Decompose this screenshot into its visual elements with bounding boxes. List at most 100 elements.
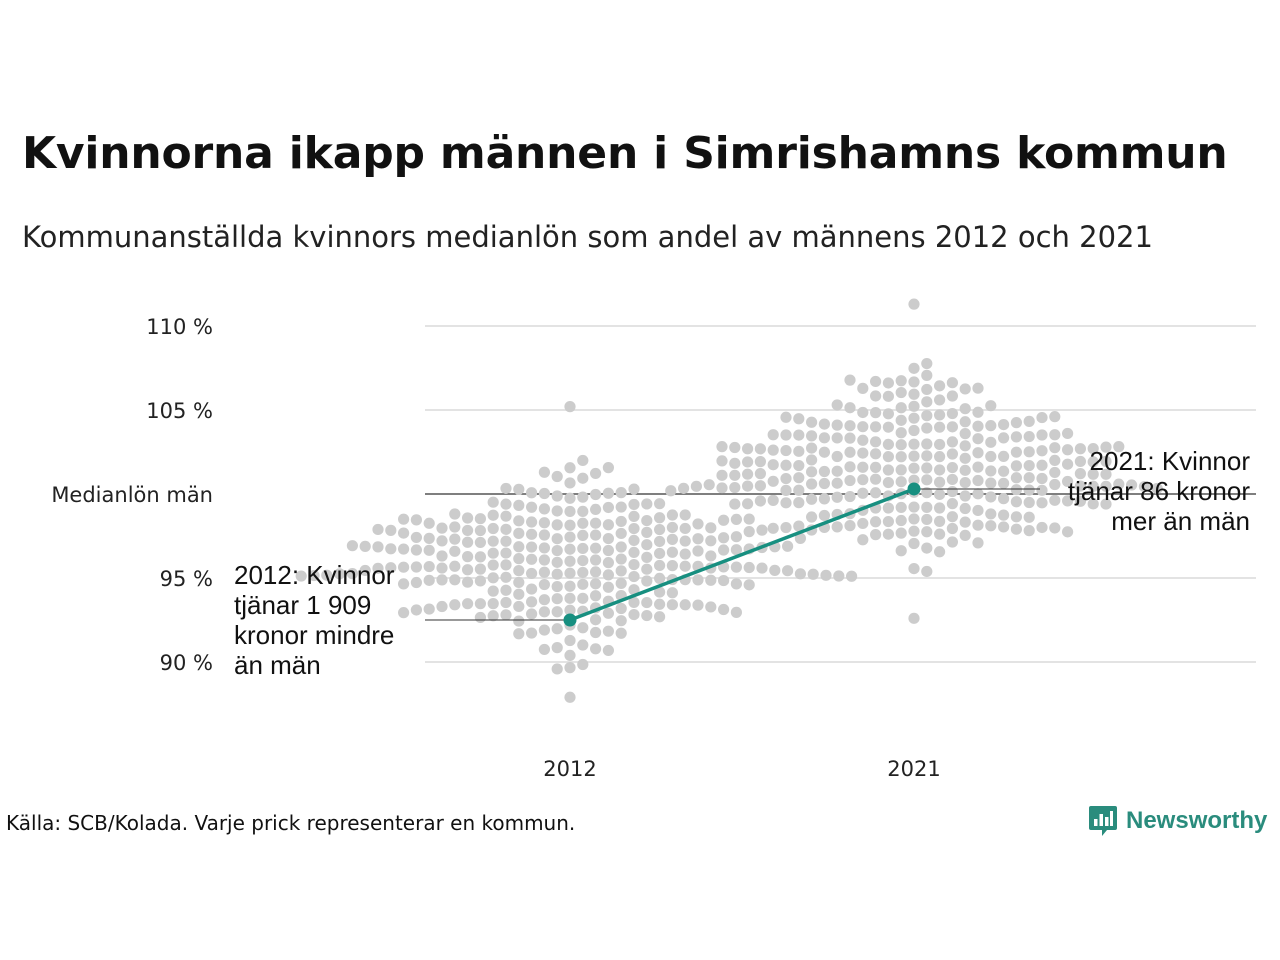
dot-2021-92 [1036,445,1048,457]
dot-2012-17 [679,560,691,572]
dot-2021-20 [780,459,792,471]
dot-2021-34 [754,456,767,468]
dot-2021-212 [908,412,920,424]
dot-2012-197 [474,513,486,525]
dot-2012-79 [308,569,320,582]
dot-2021-113 [665,485,677,497]
dot-2021-167 [1087,498,1099,510]
dot-2012-91 [487,572,499,584]
dot-2012-48 [692,545,704,557]
dot-2012-22 [423,560,435,573]
dot-2012-27 [743,561,755,574]
dot-2012-235 [526,501,538,513]
dot-2021-191 [985,420,997,432]
dot-2021-288 [908,612,920,624]
highlight-line [569,487,915,622]
dot-2021-36 [1100,455,1112,467]
dot-2021-4 [882,464,895,476]
dot-2021-274 [895,545,907,557]
dot-2012-20 [436,550,448,562]
dot-2012-253 [551,490,563,502]
dot-2012-245 [654,498,666,510]
newsworthy-logo[interactable]: Newsworthy [1088,804,1267,838]
dot-2021-121 [895,439,907,451]
dot-2021-48 [857,474,869,486]
dot-2012-43 [359,564,371,577]
dot-2021-266 [908,388,920,400]
dot-2012-95 [449,574,461,586]
dot-2021-156 [1023,496,1035,509]
dot-2012-241 [474,611,486,624]
dot-2012-220 [564,505,576,518]
dot-2021-94 [767,444,779,456]
dot-2012-88 [346,540,358,552]
dot-2012-18 [449,560,461,572]
dot-2012-13 [654,559,666,572]
dot-2021-40 [1023,472,1035,484]
dot-2021-69 [998,477,1010,489]
dot-2012-41 [666,546,679,558]
dot-2021-16 [806,466,818,478]
y-tick-label-110: 110 % [146,315,213,339]
dot-2021-236 [1036,521,1048,534]
dot-2021-142 [806,493,818,505]
y-tick-label-90: 90 % [160,651,213,675]
dot-2021-49 [921,474,933,486]
dot-2021-64 [934,476,946,488]
dot-2012-209 [705,601,717,613]
annotation-2021-line-2: tjänar 86 kronor [1067,476,1250,506]
dot-2012-33 [679,548,691,560]
dot-2021-58 [998,450,1010,463]
dot-2021-19 [1036,459,1048,471]
dot-2021-232 [793,520,805,532]
dot-2012-16 [462,551,474,563]
dot-2021-219 [870,516,882,528]
dot-2021-137 [831,491,843,503]
dot-2012-24 [410,561,422,573]
dot-2012-284 [577,454,589,467]
dot-2021-267 [908,537,920,550]
dot-2012-138 [538,529,551,541]
dot-2012-239 [654,611,666,623]
dot-2021-12 [831,465,843,477]
dot-2021-273 [972,382,984,394]
dot-2021-261 [882,390,895,402]
dot-2012-186 [718,514,730,526]
annotation-2012-line-1: 2012: Kvinnor [234,560,395,590]
dot-2021-285 [908,362,920,374]
dot-2012-132 [730,531,743,543]
dot-2012-121 [590,578,602,590]
dot-2012-184 [641,514,653,527]
dot-2012-234 [602,501,615,514]
dot-2021-0 [908,462,920,474]
dot-2021-68 [831,477,843,489]
dot-2021-222 [934,409,946,421]
dot-2021-192 [831,419,843,431]
dot-2012-56 [577,566,589,579]
dot-2021-22 [767,459,779,471]
dot-2012-221 [577,505,589,517]
dot-2021-178 [882,502,895,514]
dot-2021-207 [1023,511,1035,523]
dot-2021-158 [1036,429,1048,441]
dot-2021-74 [1113,478,1125,490]
dot-2021-39 [806,454,818,466]
dot-2012-154 [666,587,679,599]
dot-2021-109 [793,484,805,496]
dot-2012-98 [474,536,486,549]
dot-2021-246 [1023,525,1035,537]
dot-2012-99 [462,536,474,548]
dot-2012-275 [551,642,563,654]
dot-2012-163 [705,522,717,534]
dot-2021-194 [818,418,831,430]
dot-2021-108 [729,441,741,454]
dot-2012-36 [641,563,653,575]
highlight-point-2021 [907,482,921,496]
dot-2012-122 [730,578,743,590]
dot-2012-219 [564,604,576,616]
dot-2021-184 [882,421,895,433]
dot-2012-273 [577,639,589,651]
dot-2012-117 [615,577,627,589]
dot-2021-256 [870,529,882,541]
dot-2021-7 [959,464,971,476]
